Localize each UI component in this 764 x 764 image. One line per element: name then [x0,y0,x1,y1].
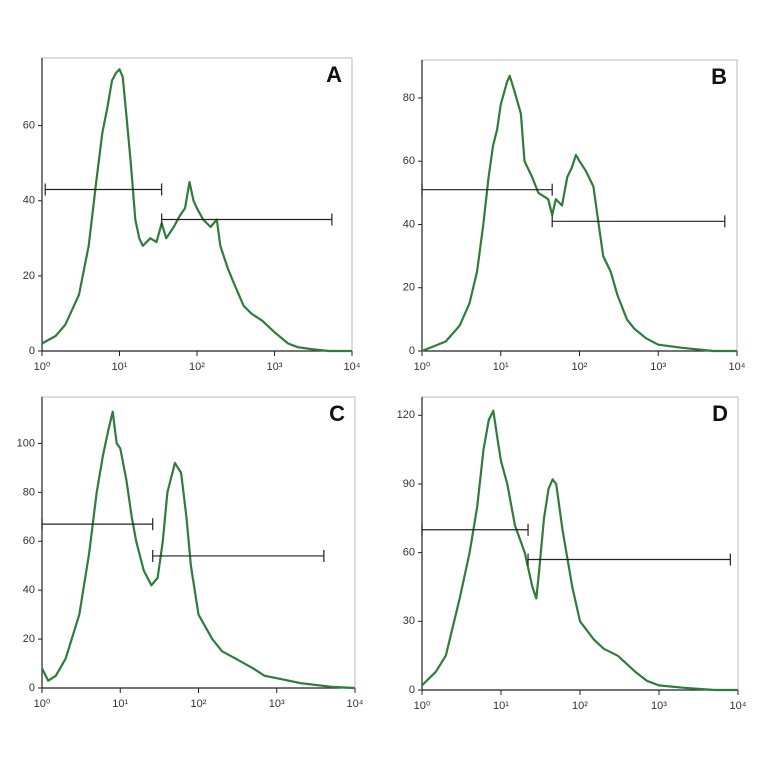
x-tick-label: 10⁴ [347,698,364,710]
y-tick-label: 120 [397,409,415,421]
histogram-line [421,409,738,692]
x-tick-label: 10³ [650,361,666,373]
x-tick-label: 10⁰ [414,361,431,373]
x-tick-label: 10² [189,361,205,373]
x-tick-label: 10¹ [493,361,509,373]
y-tick-label: 80 [23,486,35,498]
x-tick-label: 10² [191,698,207,710]
x-tick-label: 10¹ [112,361,128,373]
x-tick-label: 10⁴ [730,700,747,712]
plot-frame [421,396,739,691]
y-tick-label: 30 [403,615,415,627]
histogram-line [41,410,356,690]
x-tick-label: 10² [572,700,588,712]
y-tick-label: 0 [409,345,415,357]
y-tick-label: 0 [409,684,415,696]
x-tick-label: 10³ [651,700,667,712]
x-tick-label: 10⁴ [729,361,746,373]
panel-label: B [711,64,727,89]
x-tick-label: 10¹ [493,700,509,712]
y-tick-label: 40 [23,584,35,596]
x-tick-label: 10⁰ [34,698,51,710]
x-tick-label: 10² [572,361,588,373]
y-tick-label: 20 [403,282,415,294]
x-tick-label: 10¹ [112,698,128,710]
y-tick-label: 90 [403,478,415,490]
y-tick-label: 40 [23,195,35,207]
y-tick-label: 80 [403,92,415,104]
y-tick-label: 0 [29,682,35,694]
panel-label: A [326,62,342,87]
plot-frame [421,59,738,352]
y-tick-label: 0 [29,345,35,357]
y-tick-label: 60 [23,120,35,132]
x-tick-label: 10⁴ [344,361,361,373]
x-tick-label: 10³ [267,361,283,373]
panel-label: C [329,401,345,426]
histogram-line [41,68,352,353]
y-tick-label: 60 [403,547,415,559]
x-tick-label: 10³ [269,698,285,710]
y-tick-label: 60 [403,155,415,167]
y-tick-label: 20 [23,633,35,645]
plot-frame [41,57,353,352]
y-tick-label: 20 [23,270,35,282]
plot-frame [41,396,356,689]
y-tick-label: 100 [17,437,35,449]
histogram-line [421,74,737,353]
panel-label: D [712,401,728,426]
x-tick-label: 10⁰ [34,361,51,373]
y-tick-label: 60 [23,535,35,547]
x-tick-label: 10⁰ [414,700,431,712]
y-tick-label: 40 [403,218,415,230]
